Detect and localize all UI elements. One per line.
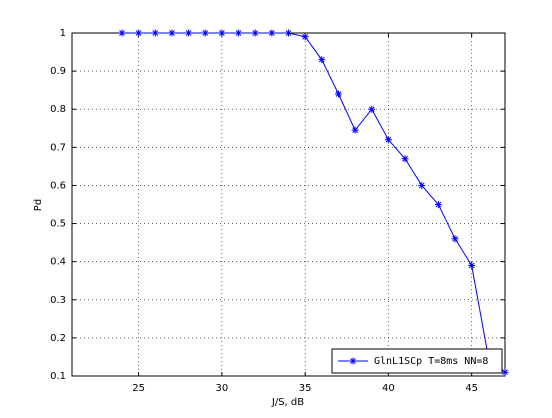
data-point (251, 29, 259, 37)
data-point (384, 136, 392, 144)
y-axis-label: Pd (33, 199, 44, 211)
x-tick-label: 35 (299, 383, 312, 394)
y-tick-label: 0.3 (50, 295, 66, 306)
legend-label: GlnL1SCp T=8ms NN=8 (374, 356, 488, 367)
x-tick-label: 30 (216, 383, 229, 394)
data-point (501, 368, 509, 376)
data-point (368, 105, 376, 113)
data-point (301, 33, 309, 41)
data-point (401, 155, 409, 163)
data-point (334, 90, 342, 98)
data-point (451, 235, 459, 243)
data-point (168, 29, 176, 37)
data-point (351, 126, 359, 134)
data-point (318, 56, 326, 64)
y-tick-label: 0.8 (50, 104, 66, 115)
plot-area (72, 33, 505, 376)
x-tick-label: 40 (382, 383, 395, 394)
data-point (118, 29, 126, 37)
data-point (235, 29, 243, 37)
data-point (434, 201, 442, 208)
data-point (201, 29, 209, 37)
data-point (151, 29, 159, 37)
y-tick-label: 0.5 (50, 219, 66, 230)
data-point (268, 29, 276, 37)
x-tick-label: 45 (465, 383, 478, 394)
y-tick-label: 0.7 (50, 142, 66, 153)
data-point (135, 29, 143, 37)
x-tick-label: 25 (132, 383, 145, 394)
y-tick-label: 0.4 (50, 257, 66, 268)
data-point (185, 29, 193, 37)
x-axis-label: J/S, dB (271, 397, 304, 408)
data-point (468, 261, 476, 269)
y-tick-label: 0.6 (50, 180, 66, 191)
data-point (418, 181, 426, 189)
y-tick-label: 1 (60, 28, 66, 39)
data-point (285, 29, 292, 37)
legend-marker (349, 357, 357, 365)
legend: GlnL1SCp T=8ms NN=8 (331, 348, 503, 374)
y-tick-label: 0.2 (50, 333, 66, 344)
data-point (218, 29, 226, 37)
y-tick-label: 0.1 (50, 371, 66, 382)
y-tick-label: 0.9 (50, 66, 66, 77)
